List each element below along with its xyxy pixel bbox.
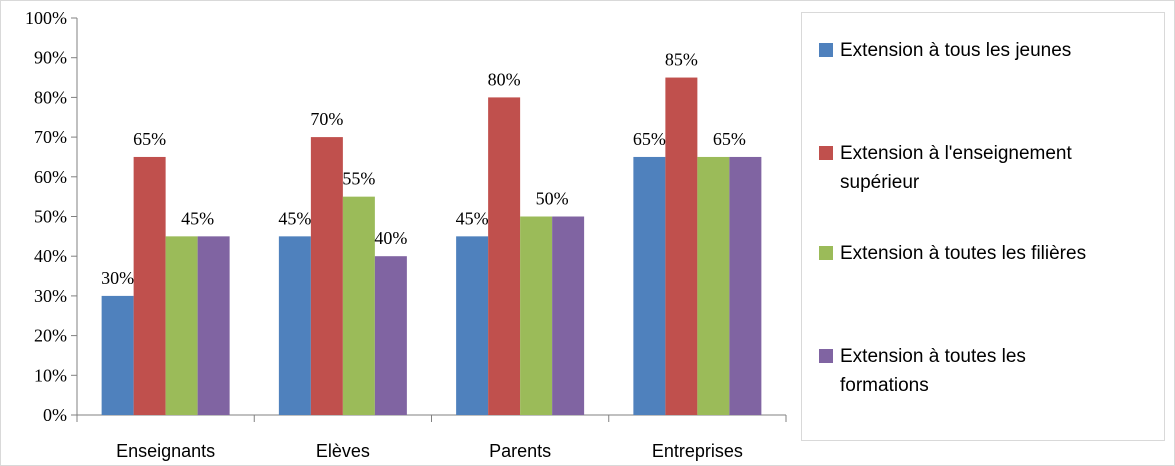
data-label: 65% — [633, 129, 666, 149]
bar — [488, 97, 521, 416]
y-tick-label: 50% — [34, 207, 67, 227]
bar — [665, 77, 698, 416]
data-label: 65% — [713, 129, 746, 149]
legend-label: Extension à tous les jeunes — [840, 40, 1071, 61]
bar — [165, 236, 198, 415]
legend-label: Extension à toutes les — [840, 346, 1026, 367]
legend-swatch — [819, 246, 833, 260]
y-tick-label: 90% — [34, 48, 67, 68]
y-tick-label: 20% — [34, 326, 67, 346]
bar — [456, 236, 489, 415]
x-tick-label: Enseignants — [116, 441, 215, 461]
bar — [342, 196, 375, 415]
x-tick-label: Entreprises — [652, 441, 743, 461]
data-label: 45% — [456, 208, 489, 228]
data-label: 45% — [181, 208, 214, 228]
bar — [310, 137, 343, 415]
data-label: 80% — [488, 69, 521, 89]
bar — [133, 156, 166, 415]
x-tick-label: Parents — [489, 441, 551, 461]
x-tick-label: Elèves — [316, 441, 370, 461]
legend-label: formations — [840, 375, 929, 396]
bar — [697, 156, 730, 415]
bar — [520, 216, 553, 415]
bar — [278, 236, 311, 415]
legend-box — [801, 12, 1165, 441]
legend-label: Extension à toutes les filières — [840, 243, 1086, 264]
data-label: 65% — [133, 129, 166, 149]
data-label: 50% — [536, 189, 569, 209]
legend-label: supérieur — [840, 172, 920, 193]
bar — [552, 216, 585, 415]
y-tick-label: 0% — [43, 405, 67, 425]
legend-swatch — [819, 146, 833, 160]
bar — [729, 156, 762, 415]
bar — [197, 236, 230, 415]
bar — [633, 156, 666, 415]
y-tick-label: 10% — [34, 365, 67, 385]
bar — [101, 295, 134, 415]
data-label: 55% — [342, 169, 375, 189]
y-tick-label: 30% — [34, 286, 67, 306]
data-label: 70% — [310, 109, 343, 129]
legend-swatch — [819, 43, 833, 57]
legend-swatch — [819, 349, 833, 363]
data-label: 30% — [101, 268, 134, 288]
y-tick-label: 70% — [34, 127, 67, 147]
data-label: 85% — [665, 50, 698, 70]
y-tick-label: 80% — [34, 87, 67, 107]
y-tick-label: 60% — [34, 167, 67, 187]
y-tick-label: 100% — [25, 8, 67, 28]
data-label: 40% — [374, 228, 407, 248]
data-label: 45% — [278, 208, 311, 228]
bar — [374, 256, 407, 415]
y-tick-label: 40% — [34, 246, 67, 266]
legend-label: Extension à l'enseignement — [840, 143, 1072, 164]
